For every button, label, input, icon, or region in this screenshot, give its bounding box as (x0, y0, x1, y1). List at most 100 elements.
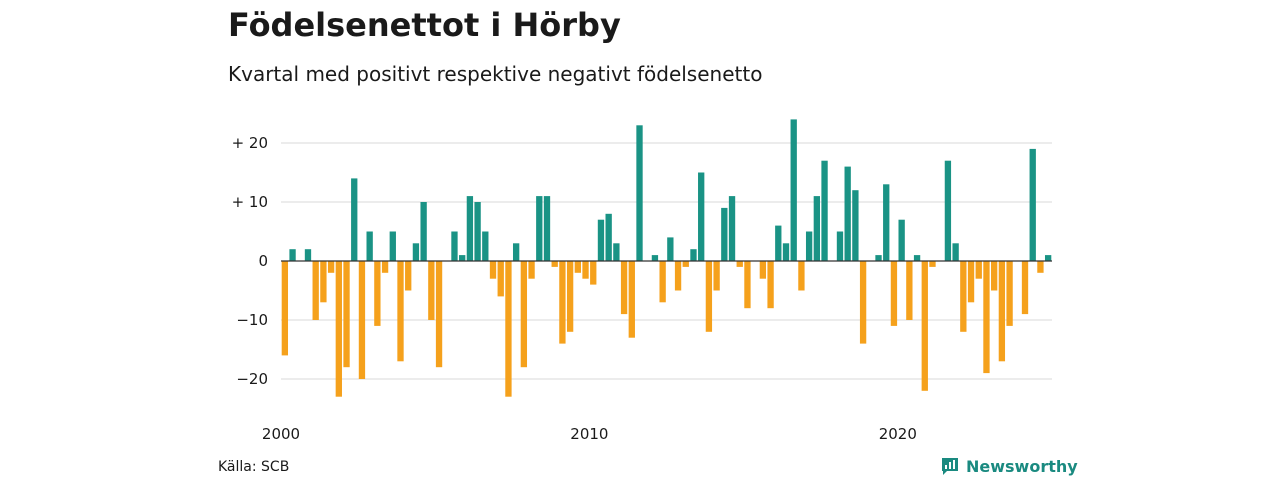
bar-negative (890, 261, 898, 326)
bar-negative (358, 261, 366, 379)
brand-logo: Newsworthy (940, 456, 1078, 476)
bar-negative (405, 261, 412, 291)
bar-negative (312, 261, 319, 320)
bar-positive (351, 178, 358, 261)
bar-negative (674, 261, 682, 291)
bar-negative (991, 261, 998, 291)
bar-positive (790, 119, 797, 262)
bar-negative (628, 261, 635, 338)
bar-negative (736, 261, 743, 267)
bar-positive (420, 202, 427, 261)
bar-negative (320, 261, 327, 303)
x-tick-label: 2020 (879, 425, 917, 443)
bar-positive (459, 255, 466, 261)
chart-subtitle: Kvartal med positivt respektive negativt… (228, 62, 763, 86)
bar-positive (636, 125, 643, 261)
bar-positive (721, 207, 728, 261)
bar-positive (898, 219, 905, 261)
bar-negative (967, 261, 975, 303)
bar-positive (543, 196, 551, 261)
bar-negative (859, 261, 867, 344)
bar-positive (512, 243, 520, 261)
brand-name: Newsworthy (966, 456, 1078, 476)
bar-positive (474, 202, 481, 261)
x-tick-label: 2000 (262, 425, 300, 443)
bar-positive (366, 231, 373, 261)
bar-positive (775, 225, 782, 261)
bar-positive (536, 196, 543, 261)
bar-positive (782, 243, 790, 261)
bar-negative (497, 261, 504, 297)
bar-negative (1021, 261, 1029, 315)
bar-negative (435, 261, 443, 368)
bar-positive (690, 249, 697, 261)
bar-positive (852, 190, 859, 261)
bar-positive (875, 255, 882, 261)
bar-positive (466, 196, 474, 261)
bar-negative (335, 261, 342, 397)
bar-negative (705, 261, 713, 332)
bar-positive (482, 231, 489, 261)
bar-chart-speech-bubble-icon (942, 458, 958, 475)
bar-negative (559, 261, 566, 344)
bar-negative (505, 261, 512, 397)
bar-positive (883, 184, 890, 261)
bar-positive (651, 255, 659, 261)
y-tick-label: 0 (258, 252, 268, 270)
bar-negative (428, 261, 435, 320)
bar-negative (520, 261, 528, 368)
bar-chart: + 20 + 10 0 −10 −20 2000 2010 2020 (232, 119, 1052, 443)
bar-positive (728, 196, 736, 261)
bar-positive (613, 243, 620, 261)
bar-positive (389, 231, 396, 261)
y-tick-label: + 10 (232, 193, 268, 211)
bar-negative (343, 261, 350, 368)
bar-negative (574, 261, 581, 273)
bar-positive (844, 166, 851, 261)
bar-positive (952, 243, 959, 261)
bar-positive (667, 237, 674, 261)
bar-positive (1044, 255, 1052, 261)
bar-positive (289, 249, 296, 261)
bar-negative (374, 261, 381, 326)
bar-negative (713, 261, 720, 291)
y-axis-ticks: + 20 + 10 0 −10 −20 (232, 134, 268, 388)
bar-negative (744, 261, 751, 309)
bar-positive (698, 172, 705, 261)
bar-positive (1029, 148, 1036, 261)
bar-negative (620, 261, 628, 315)
bar-negative (906, 261, 913, 320)
bar-negative (281, 261, 289, 356)
bar-negative (590, 261, 597, 285)
bar-negative (975, 261, 982, 279)
bar-negative (960, 261, 967, 332)
bar-negative (582, 261, 589, 279)
bar-negative (682, 261, 689, 267)
bar-negative (566, 261, 574, 332)
bars (281, 119, 1052, 397)
bar-negative (1006, 261, 1013, 326)
bar-positive (605, 213, 612, 261)
x-axis-ticks: 2000 2010 2020 (262, 425, 917, 443)
bar-positive (412, 243, 420, 261)
y-tick-label: + 20 (232, 134, 268, 152)
bar-negative (528, 261, 535, 279)
bar-positive (805, 231, 813, 261)
bar-negative (998, 261, 1006, 362)
bar-positive (913, 255, 921, 261)
bar-negative (767, 261, 774, 309)
chart-title: Födelsenettot i Hörby (228, 6, 621, 44)
bar-negative (929, 261, 936, 267)
bar-positive (813, 196, 820, 261)
bar-negative (798, 261, 805, 291)
bar-negative (397, 261, 404, 362)
bar-negative (759, 261, 767, 279)
bar-negative (659, 261, 666, 303)
bar-negative (381, 261, 389, 273)
y-tick-label: −20 (236, 370, 268, 388)
y-tick-label: −10 (236, 311, 268, 329)
bar-negative (551, 261, 558, 267)
source-note: Källa: SCB (218, 459, 290, 475)
bar-positive (597, 219, 605, 261)
bar-negative (489, 261, 497, 279)
